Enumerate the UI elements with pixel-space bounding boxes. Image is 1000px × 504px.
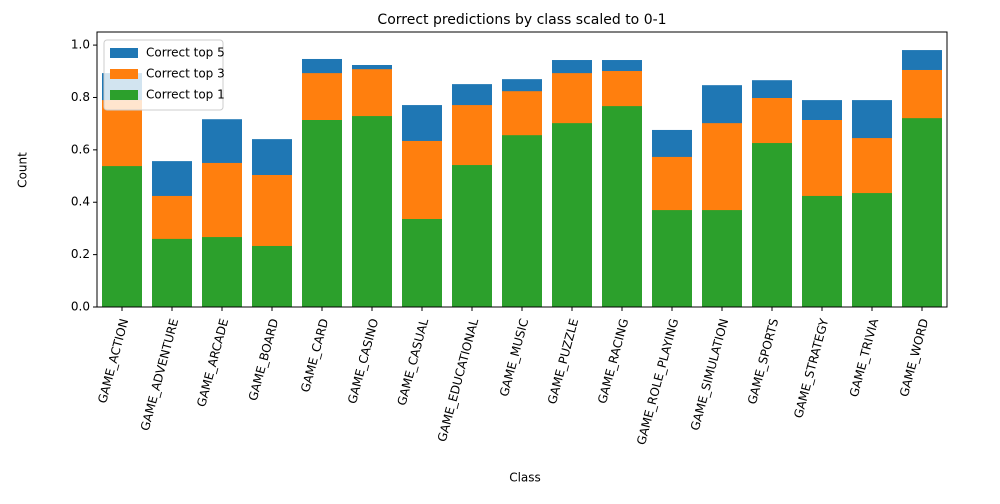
x-tick-label: GAME_SIMULATION [688,317,731,432]
x-tick-label: GAME_SPORTS [745,317,781,406]
y-tick-label: 0.2 [71,247,90,261]
legend-swatch [110,69,138,79]
bar [352,116,392,307]
plot-frame [96,31,948,308]
x-tick-label: GAME_ARCADE [194,317,231,408]
bar [752,143,792,307]
x-tick-label: GAME_CASUAL [395,317,432,407]
x-tick-label: GAME_RACING [595,317,631,405]
legend-swatch [110,90,138,100]
x-tick-label: GAME_CARD [298,317,331,394]
legend-label: Correct top 5 [146,46,225,60]
y-axis-label: Count [16,152,30,188]
x-axis-label: Class [509,471,541,485]
bar [602,106,642,307]
bar [452,165,492,307]
x-tick-label: GAME_BOARD [246,317,281,402]
x-tick-label: GAME_EDUCATIONAL [435,317,481,443]
x-tick-label: GAME_WORD [897,317,931,398]
bar [102,166,142,307]
bar [852,193,892,307]
bar [902,118,942,308]
y-tick-label: 0.8 [71,90,90,104]
bar [152,238,192,307]
bar [402,219,442,307]
x-tick-label: GAME_TRIVIA [847,316,882,398]
y-tick-label: 1.0 [71,38,90,52]
legend-swatch [110,48,138,58]
y-tick-label: 0.6 [71,142,90,156]
y-tick-label: 0.0 [71,300,90,314]
bar [502,135,542,307]
legend-label: Correct top 3 [146,67,225,81]
x-tick-label: GAME_ACTION [95,317,131,405]
bar [552,123,592,308]
bar [652,210,692,307]
x-tick-label: GAME_PUZZLE [545,317,581,406]
bar [252,245,292,307]
bar [802,195,842,307]
x-tick-label: GAME_CASINO [345,317,381,405]
x-tick-label: GAME_MUSIC [497,317,531,398]
bar [202,237,242,307]
bar [702,210,742,307]
x-tick-label: GAME_ADVENTURE [138,317,181,432]
bar [302,120,342,307]
y-tick-label: 0.4 [71,195,90,209]
chart-title: Correct predictions by class scaled to 0… [377,12,666,28]
legend-label: Correct top 1 [146,88,225,102]
x-tick-label: GAME_ROLE_PLAYING [634,317,681,446]
x-tick-label: GAME_STRATEGY [791,316,831,419]
